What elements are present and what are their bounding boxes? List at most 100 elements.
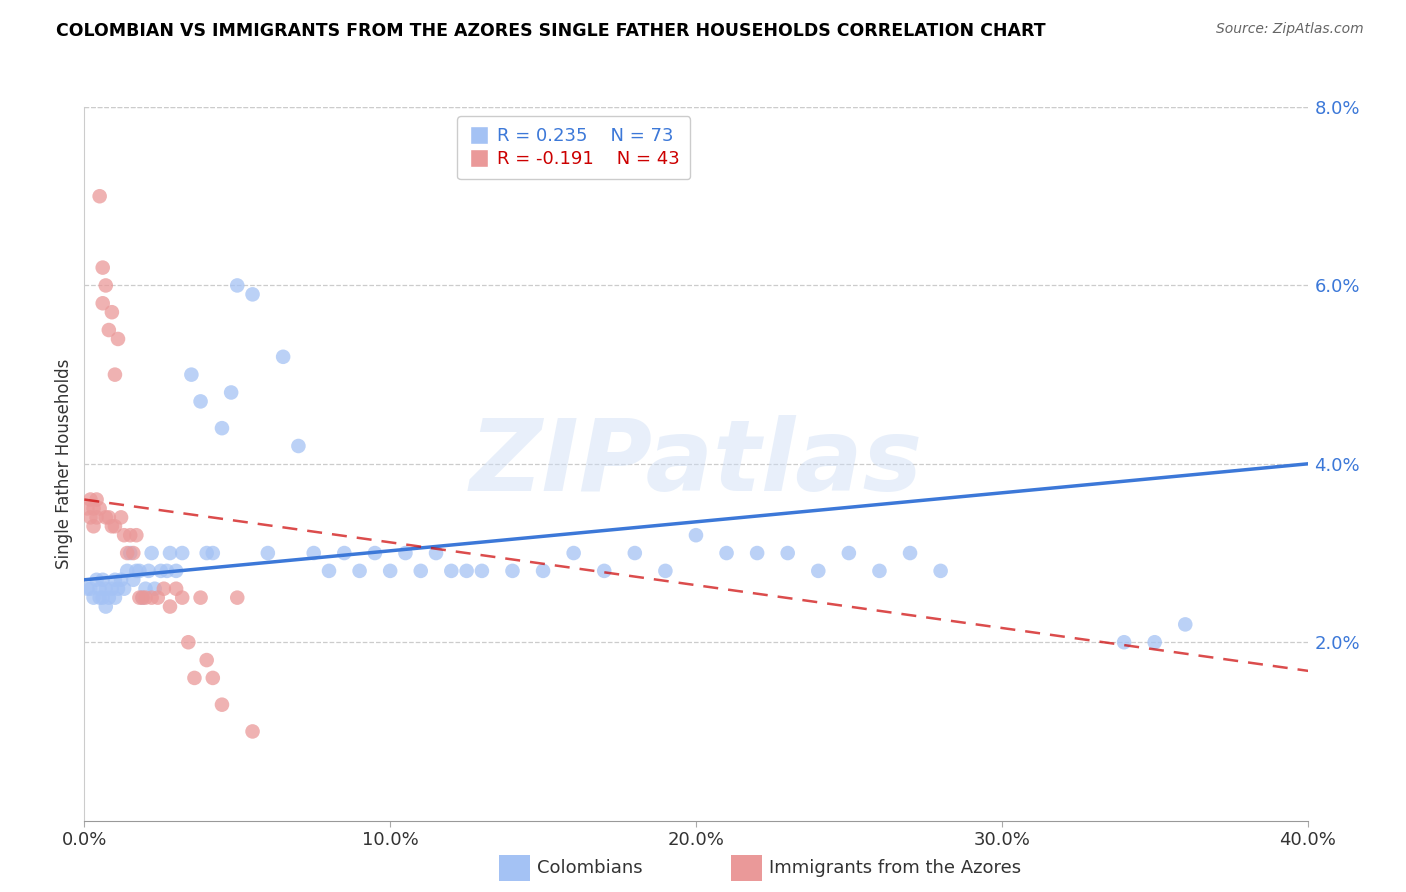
Point <box>79 582 101 596</box>
Point <box>94 582 117 596</box>
Point <box>394 546 416 560</box>
Point <box>153 582 176 596</box>
Point <box>654 564 676 578</box>
Point <box>165 582 187 596</box>
Point <box>219 385 242 400</box>
Point <box>716 546 738 560</box>
Point <box>838 546 860 560</box>
Point <box>364 546 387 560</box>
Point <box>79 510 101 524</box>
Point <box>97 591 120 605</box>
Point <box>271 350 294 364</box>
Point <box>83 591 105 605</box>
Point <box>685 528 707 542</box>
Point <box>101 519 124 533</box>
Text: Colombians: Colombians <box>537 859 643 877</box>
Point <box>1114 635 1136 649</box>
Point <box>122 573 145 587</box>
Point <box>107 582 129 596</box>
Point <box>242 287 264 301</box>
Point <box>94 599 117 614</box>
Point <box>138 564 160 578</box>
Point <box>97 323 120 337</box>
Point <box>122 546 145 560</box>
Point <box>180 368 202 382</box>
Text: ZIPatlas: ZIPatlas <box>470 416 922 512</box>
Point <box>135 582 157 596</box>
Point <box>128 591 150 605</box>
Point <box>302 546 325 560</box>
Point <box>91 591 114 605</box>
Point <box>177 635 200 649</box>
Point <box>287 439 309 453</box>
Point <box>172 546 194 560</box>
Text: Source: ZipAtlas.com: Source: ZipAtlas.com <box>1216 22 1364 37</box>
Point <box>115 564 138 578</box>
Point <box>125 528 148 542</box>
Point <box>776 546 799 560</box>
Point <box>112 582 135 596</box>
Point <box>135 591 157 605</box>
Y-axis label: Single Father Households: Single Father Households <box>55 359 73 569</box>
Point <box>593 564 616 578</box>
Point <box>79 492 101 507</box>
Point <box>190 394 212 409</box>
Point <box>226 278 249 293</box>
Point <box>624 546 647 560</box>
Point <box>91 260 114 275</box>
Point <box>211 698 233 712</box>
Point <box>318 564 340 578</box>
Point <box>190 591 212 605</box>
Point <box>257 546 280 560</box>
Point <box>242 724 264 739</box>
Point <box>104 519 127 533</box>
Point <box>89 501 111 516</box>
Point <box>89 591 111 605</box>
Point <box>747 546 769 560</box>
Point <box>531 564 554 578</box>
Point <box>502 564 524 578</box>
Point <box>110 573 132 587</box>
Point <box>425 546 447 560</box>
Point <box>131 591 153 605</box>
Point <box>1143 635 1166 649</box>
Point <box>333 546 356 560</box>
Point <box>409 564 432 578</box>
Point <box>94 510 117 524</box>
Point <box>471 564 494 578</box>
Point <box>146 591 169 605</box>
Point <box>156 564 179 578</box>
Point <box>195 653 218 667</box>
Point <box>97 510 120 524</box>
Point <box>929 564 952 578</box>
Point <box>89 582 111 596</box>
Point <box>149 564 172 578</box>
Point <box>141 591 163 605</box>
Point <box>86 510 108 524</box>
Point <box>159 546 181 560</box>
Point <box>143 582 166 596</box>
Point <box>120 546 142 560</box>
Point <box>195 546 218 560</box>
Point <box>86 492 108 507</box>
Point <box>440 564 463 578</box>
Point <box>201 671 224 685</box>
Point <box>76 582 98 596</box>
Point <box>226 591 249 605</box>
Point <box>211 421 233 435</box>
Point <box>128 564 150 578</box>
Text: COLOMBIAN VS IMMIGRANTS FROM THE AZORES SINGLE FATHER HOUSEHOLDS CORRELATION CHA: COLOMBIAN VS IMMIGRANTS FROM THE AZORES … <box>56 22 1046 40</box>
Point <box>94 278 117 293</box>
Text: Immigrants from the Azores: Immigrants from the Azores <box>769 859 1021 877</box>
Point <box>91 573 114 587</box>
Point <box>76 501 98 516</box>
Point <box>104 591 127 605</box>
Point <box>183 671 205 685</box>
Point <box>120 528 142 542</box>
Point <box>1174 617 1197 632</box>
Point <box>125 564 148 578</box>
Point <box>83 501 105 516</box>
Point <box>86 573 108 587</box>
Point <box>112 528 135 542</box>
Point <box>104 368 127 382</box>
